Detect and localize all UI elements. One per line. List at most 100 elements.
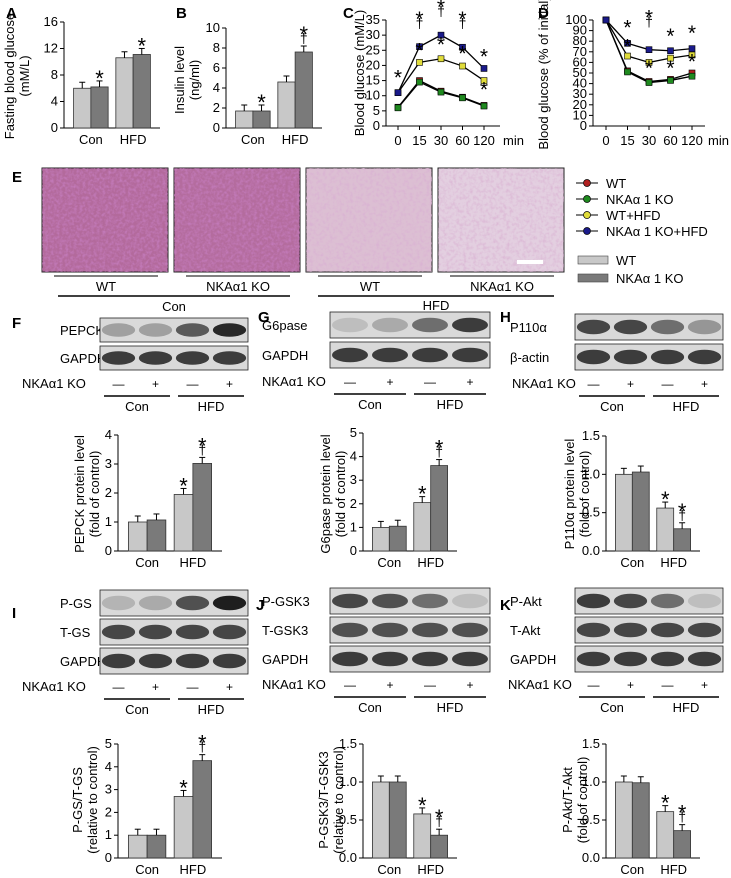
legend-label: NKAα 1 KO xyxy=(606,192,673,207)
data-point xyxy=(624,52,631,60)
bar xyxy=(388,525,407,552)
ko-status: — xyxy=(424,678,436,692)
band-label: GAPDH xyxy=(510,652,556,667)
protein-band xyxy=(101,595,136,611)
band-label: PEPCK xyxy=(60,323,104,338)
legend-swatch-wt xyxy=(577,255,609,265)
bar xyxy=(294,51,313,129)
significance-star: * xyxy=(645,57,653,80)
protein-band xyxy=(412,347,448,363)
band-label: P-GSK3 xyxy=(262,594,310,609)
protein-band xyxy=(576,593,611,609)
band-label: T-GS xyxy=(60,625,91,640)
western-blot-j: P-GSK3 T-GSK3 GAPDH NKAα1 KO — + — + Con HFD xyxy=(262,587,491,715)
protein-band xyxy=(613,349,648,365)
protein-band xyxy=(175,595,210,611)
data-point xyxy=(437,31,445,39)
x-unit-label: min xyxy=(708,133,729,148)
x-tick-label: 30 xyxy=(434,133,448,148)
bar-chart-j: 0.00.51.01.5P-GSK3/T-GSK3(relative to co… xyxy=(316,736,457,877)
legend-item-wt-hfd: WT+HFD xyxy=(576,208,661,223)
ko-status: — xyxy=(344,375,356,389)
histology-group-con: Con xyxy=(162,299,186,314)
protein-band xyxy=(687,349,722,365)
bar xyxy=(388,781,407,859)
y-axis-label-line: G6pase protein level xyxy=(318,434,333,553)
y-axis-label-line: (fold of control) xyxy=(577,451,592,538)
ko-status: — xyxy=(344,678,356,692)
protein-band xyxy=(175,624,210,640)
ko-status: — xyxy=(187,680,199,694)
bar xyxy=(173,494,194,552)
y-axis-label: Blood glucose (% of initial) xyxy=(536,0,551,150)
y-tick-label: 8 xyxy=(51,67,58,82)
y-tick-label: 3 xyxy=(350,472,357,487)
protein-band xyxy=(452,622,488,638)
bar xyxy=(173,796,194,859)
protein-band xyxy=(101,624,136,640)
y-axis-label: G6pase protein level(fold of control) xyxy=(318,434,348,553)
bar xyxy=(673,830,691,859)
y-tick-label: 2 xyxy=(105,485,112,500)
bar xyxy=(656,811,675,859)
y-tick-label: 5 xyxy=(105,736,112,751)
panel-letter-c: C xyxy=(343,5,354,22)
protein-band xyxy=(650,349,685,365)
bar xyxy=(192,463,213,552)
ko-status: + xyxy=(152,680,159,694)
significance-star: * xyxy=(666,25,674,48)
bar xyxy=(430,465,448,552)
bar xyxy=(673,528,691,552)
significance-star: * xyxy=(415,8,423,31)
data-point xyxy=(688,45,696,52)
significance-star: * xyxy=(678,499,687,524)
histology-panel: WT NKAα1 KO WT NKAα1 KO Con HFD xyxy=(41,167,565,314)
protein-band xyxy=(452,317,488,333)
band-label: GAPDH xyxy=(262,348,308,363)
significance-star: * xyxy=(179,473,188,498)
bar xyxy=(656,507,675,552)
y-tick-label: 20 xyxy=(366,57,380,72)
dagger-mark: † xyxy=(678,507,686,523)
bar-chart-k: 0.0 0.5 1.0 1.5 P-Akt/T-Akt(fold of control)… xyxy=(560,736,700,877)
band-label: β-actin xyxy=(510,350,549,365)
histology-label-2: NKAα1 KO xyxy=(206,279,270,294)
protein-band xyxy=(412,622,448,638)
protein-band xyxy=(687,651,722,667)
line-legend: WT NKAα 1 KO WT+HFD NKAα 1 KO+HFD xyxy=(576,176,708,239)
x-tick-label: 60 xyxy=(455,133,469,148)
ko-status: — xyxy=(588,377,600,391)
y-axis-label-line: PEPCK protein level xyxy=(72,435,87,553)
y-tick-label: 1 xyxy=(105,514,112,529)
y-axis-label-line: P110α protein level xyxy=(562,439,577,550)
protein-band xyxy=(101,351,136,365)
y-tick-label: 0 xyxy=(105,850,112,865)
significance-star: * xyxy=(458,8,466,31)
y-tick-label: 30 xyxy=(573,86,587,101)
category-label: HFD xyxy=(660,862,687,877)
protein-band xyxy=(452,651,488,667)
bar xyxy=(430,834,448,859)
protein-band xyxy=(332,317,368,333)
y-tick-label: 0 xyxy=(51,120,58,135)
protein-band xyxy=(372,347,408,363)
protein-band xyxy=(613,593,648,609)
significance-star: * xyxy=(437,33,445,56)
protein-band xyxy=(687,319,722,335)
ko-status: + xyxy=(701,678,708,692)
y-tick-label: 20 xyxy=(573,97,587,112)
data-point xyxy=(602,16,610,24)
protein-band xyxy=(372,593,408,609)
ko-status: + xyxy=(226,377,233,391)
ko-status: — xyxy=(662,377,674,391)
protein-band xyxy=(212,595,247,611)
category-label: HFD xyxy=(120,132,147,147)
y-tick-label: 10 xyxy=(206,20,220,35)
data-point xyxy=(416,78,423,86)
protein-band xyxy=(613,622,648,638)
y-axis-label: P-GS/T-GS(relative to control) xyxy=(70,746,100,854)
ko-status: — xyxy=(187,377,199,391)
